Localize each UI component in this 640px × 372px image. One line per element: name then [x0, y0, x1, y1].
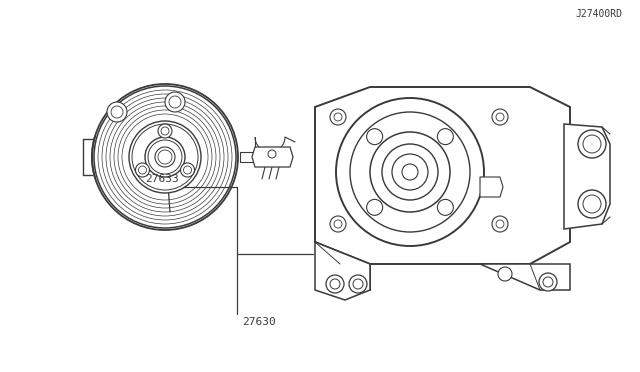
Circle shape: [392, 154, 428, 190]
Text: J27400RD: J27400RD: [575, 9, 622, 19]
Circle shape: [336, 98, 484, 246]
Circle shape: [155, 147, 175, 167]
Circle shape: [136, 163, 150, 177]
Circle shape: [330, 109, 346, 125]
Polygon shape: [480, 177, 503, 197]
Circle shape: [578, 130, 606, 158]
Circle shape: [578, 190, 606, 218]
Circle shape: [180, 163, 195, 177]
Circle shape: [129, 121, 201, 193]
Circle shape: [367, 129, 383, 145]
Circle shape: [92, 84, 238, 230]
Circle shape: [402, 164, 418, 180]
Circle shape: [539, 273, 557, 291]
Polygon shape: [564, 124, 610, 229]
Circle shape: [370, 132, 450, 212]
Circle shape: [492, 109, 508, 125]
Circle shape: [330, 216, 346, 232]
Polygon shape: [315, 87, 570, 264]
Circle shape: [349, 275, 367, 293]
Polygon shape: [480, 264, 570, 290]
Circle shape: [350, 112, 470, 232]
Circle shape: [268, 150, 276, 158]
Polygon shape: [240, 152, 256, 162]
Circle shape: [326, 275, 344, 293]
Circle shape: [367, 199, 383, 215]
Circle shape: [158, 124, 172, 138]
Circle shape: [165, 92, 185, 112]
Text: 27630: 27630: [242, 317, 276, 327]
Polygon shape: [315, 242, 370, 300]
Polygon shape: [252, 147, 293, 167]
Circle shape: [107, 102, 127, 122]
Text: 27633: 27633: [145, 174, 179, 184]
Circle shape: [498, 267, 512, 281]
Circle shape: [437, 199, 453, 215]
Circle shape: [437, 129, 453, 145]
Circle shape: [382, 144, 438, 200]
Circle shape: [145, 137, 185, 177]
Circle shape: [492, 216, 508, 232]
